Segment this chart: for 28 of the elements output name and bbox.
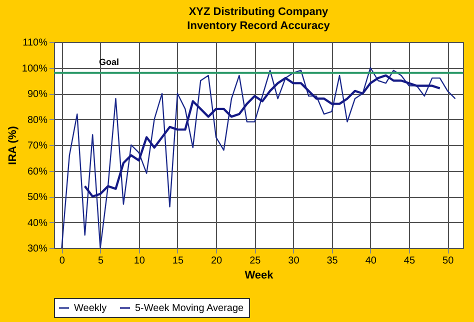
x-tick-label: 0 [59,256,66,266]
chart-subtitle: Inventory Record Accuracy [187,20,331,32]
chart-title: XYZ Distributing Company [188,6,330,18]
legend-label: Weekly [74,303,107,314]
line-series [61,67,456,248]
y-tick-label: 50% [27,192,48,203]
y-tick-label: 70% [27,140,48,152]
x-tick-label: 25 [250,256,262,266]
y-tick-label: 90% [27,89,48,100]
x-tick-label: 15 [172,256,184,266]
y-tick-label: 40% [27,218,48,229]
x-tick-label: 45 [404,256,416,266]
y-tick-label: 100% [22,63,48,74]
x-tick-label: 20 [210,256,223,266]
x-tick-label: 40 [365,256,377,266]
y-tick-label: 80% [27,114,48,126]
x-axis-title: Week [244,270,274,282]
y-axis-title: IRA (%) [6,126,19,165]
y-tick-label: 30% [27,244,48,254]
x-tick-label: 50 [442,256,454,266]
y-tick-label: 110% [22,38,48,48]
x-tick-label: 35 [326,256,338,266]
x-tick-label: 5 [98,256,104,266]
line-series [84,74,441,198]
x-tick-label: 10 [134,256,146,266]
x-tick-label: 30 [288,256,300,266]
y-tick-label: 60% [27,166,48,178]
legend-label: 5-Week Moving Average [135,303,244,314]
